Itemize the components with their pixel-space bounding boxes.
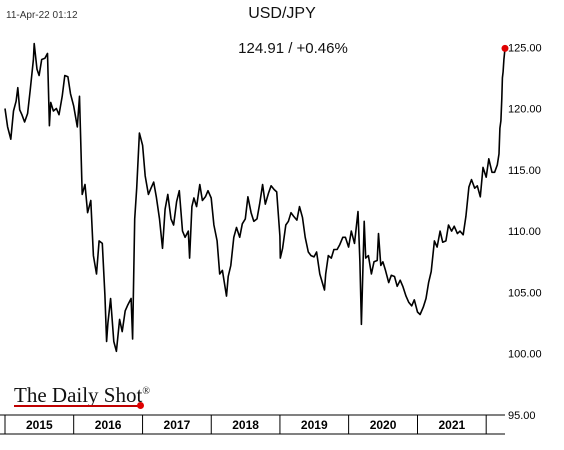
x-tick-label: 2019 (301, 418, 328, 432)
x-tick-label: 2016 (95, 418, 122, 432)
y-tick-label: 95.00 (508, 410, 536, 422)
x-tick-label: 2015 (26, 418, 53, 432)
daily-shot-logo: The Daily Shot® (14, 383, 150, 408)
y-tick-label: 125.00 (508, 42, 542, 54)
logo-registered-mark: ® (142, 386, 150, 397)
logo-dot (137, 402, 144, 409)
last-value-label: 124.91 / +0.46% (205, 38, 381, 59)
y-tick-label: 120.00 (508, 104, 542, 116)
logo-underline (14, 405, 140, 407)
series-line-usdjpy (4, 42, 506, 353)
timestamp: 11-Apr-22 01:12 (6, 10, 78, 21)
last-point-marker (501, 44, 509, 52)
y-tick-label: 105.00 (508, 287, 542, 299)
x-tick-label: 2021 (438, 418, 465, 432)
x-tick-label: 2017 (164, 418, 191, 432)
y-tick-label: 110.00 (508, 226, 541, 238)
chart-title: USD/JPY (248, 5, 316, 22)
x-tick-label: 2018 (232, 418, 259, 432)
y-tick-label: 115.00 (508, 165, 541, 177)
x-tick-label: 2020 (370, 418, 397, 432)
y-tick-label: 100.00 (508, 349, 542, 361)
logo-text: The Daily Shot (14, 383, 143, 407)
